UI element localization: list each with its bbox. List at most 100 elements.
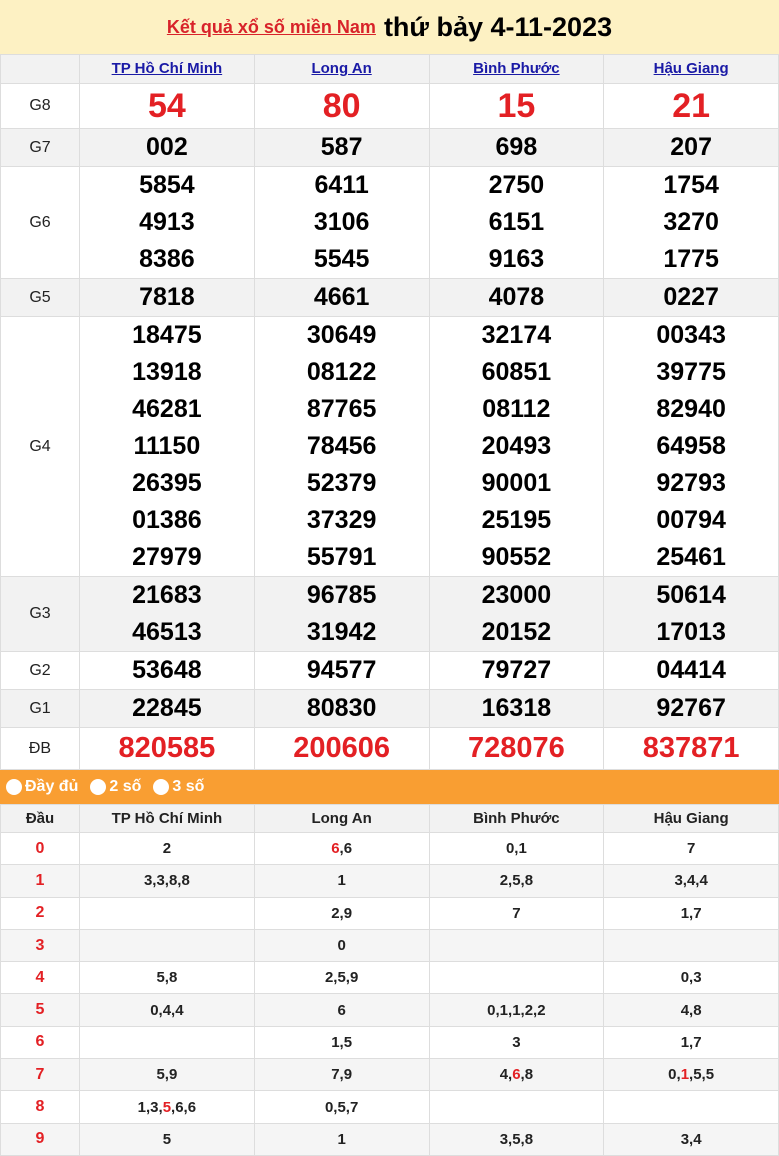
prize-number: 698	[495, 133, 538, 161]
loto-cell	[603, 1090, 779, 1124]
prize-cell: 54	[79, 83, 255, 129]
prize-row: ĐB 820585 200606 728076 837871	[0, 727, 779, 770]
loto-row: 4 5,8 2,5,9 0,3	[0, 961, 779, 995]
prize-cell: 79727	[428, 651, 605, 690]
prize-cell: 4078	[428, 278, 605, 317]
prize-number: 53648	[132, 656, 202, 684]
prize-number: 01386	[132, 506, 202, 534]
prize-label: G5	[0, 278, 80, 317]
loto-row: 5 0,4,4 6 0,1,1,2,2 4,8	[0, 993, 779, 1027]
results-link[interactable]: Kết quả xổ số miền Nam	[166, 16, 376, 37]
prize-cell: 21683 46513	[79, 576, 255, 652]
province-link[interactable]: TP Hồ Chí Minh	[111, 60, 223, 77]
prize-cell: 207	[603, 128, 779, 167]
loto-cell	[79, 896, 255, 930]
tail-digits: ,8	[520, 1066, 534, 1084]
head-column-label: Đầu	[0, 804, 80, 833]
prize-row: G3 21683 46513 96785 31942 23000 20152 50614 170…	[0, 576, 779, 652]
loto-province-header: TP Hồ Chí Minh	[79, 804, 255, 833]
prize-label: G1	[0, 689, 80, 728]
prize-number: 96785	[306, 581, 377, 609]
loto-cell: 6,6	[253, 831, 430, 866]
prize-row: G4 18475 13918 46281 11150 26395 01386 27979 306…	[0, 316, 779, 577]
loto-cell: 5,9	[79, 1058, 255, 1092]
prize-number: 31942	[306, 618, 377, 646]
prize-cell: 30649 08122 87765 78456 52379 37329 55791	[253, 316, 430, 577]
province-header: TP Hồ Chí Minh	[79, 54, 255, 84]
display-options-bar: Đầy đủ 2 số 3 số	[0, 770, 779, 804]
loto-cell: 4,6,8	[428, 1058, 605, 1092]
prize-number: 23000	[481, 581, 552, 609]
loto-cell: 2,5,8	[428, 864, 605, 898]
loto-province-header: Bình Phước	[428, 804, 605, 833]
province-link[interactable]: Hậu Giang	[653, 60, 729, 77]
prize-number: 90001	[481, 469, 552, 497]
radio-icon[interactable]	[153, 779, 170, 795]
prize-cell: 837871	[603, 727, 779, 770]
loto-cell	[428, 961, 605, 995]
loto-cell: 7	[428, 896, 605, 930]
loto-cell: 1,7	[603, 1025, 779, 1060]
prize-row: G6 5854 4913 8386 6411 3106 5545 2750 6151 9163 17…	[0, 166, 779, 279]
loto-cell: 0,4,4	[79, 993, 255, 1027]
prize-number: 94577	[306, 656, 377, 684]
prize-number: 0227	[663, 283, 719, 311]
prize-number: 13918	[132, 358, 202, 386]
province-link[interactable]: Long An	[311, 60, 372, 77]
prize-number: 64958	[656, 432, 726, 460]
prize-row: G8 54 80 15 21	[0, 83, 779, 129]
loto-cell: 4,8	[603, 993, 779, 1027]
prize-number: 820585	[118, 732, 216, 764]
loto-cell: 1	[253, 864, 430, 898]
option-3-digits[interactable]: 3 số	[153, 778, 204, 796]
head-digit: 8	[0, 1090, 80, 1124]
loto-cell: 5	[79, 1122, 255, 1156]
prize-cell: 16318	[428, 689, 605, 728]
prize-cell: 7818	[79, 278, 255, 317]
prize-number: 3270	[663, 208, 719, 236]
prize-number: 55791	[306, 543, 377, 571]
prize-number: 90552	[481, 543, 552, 571]
prize-number: 207	[670, 133, 712, 161]
loto-cell: 1,5	[253, 1025, 430, 1060]
prize-number: 5545	[313, 245, 370, 273]
radio-icon[interactable]	[6, 779, 22, 795]
tail-digits: 4,	[499, 1066, 513, 1084]
loto-row: 6 1,5 3 1,7	[0, 1025, 779, 1060]
prize-row: G2 53648 94577 79727 04414	[0, 651, 779, 690]
loto-cell: 1,7	[603, 896, 779, 930]
prize-number: 2750	[488, 171, 545, 199]
prize-cell: 80830	[253, 689, 430, 728]
loto-row: 2 2,9 7 1,7	[0, 896, 779, 930]
prize-cell: 728076	[428, 727, 605, 770]
loto-row: 1 3,3,8,8 1 2,5,8 3,4,4	[0, 864, 779, 898]
loto-row: 8 1,3,5,6,6 0,5,7	[0, 1090, 779, 1124]
province-link[interactable]: Bình Phước	[473, 60, 560, 77]
radio-icon[interactable]	[90, 779, 107, 795]
option-2-digits[interactable]: 2 số	[90, 778, 141, 796]
prize-label: G8	[0, 83, 80, 129]
prize-number: 11150	[133, 432, 201, 460]
head-digit: 3	[0, 928, 80, 963]
loto-cell: 1,3,5,6,6	[79, 1090, 255, 1124]
tail-digits: 1,3,	[137, 1098, 163, 1116]
loto-row: 9 5 1 3,5,8 3,4	[0, 1122, 779, 1156]
prize-row: G5 7818 4661 4078 0227	[0, 278, 779, 317]
prize-number: 837871	[642, 732, 740, 764]
option-full[interactable]: Đầy đủ	[6, 778, 78, 796]
province-header: Long An	[253, 54, 430, 84]
special-tail-digit: 5	[162, 1098, 172, 1116]
prize-number: 08122	[306, 358, 377, 386]
loto-cell: 3	[428, 1025, 605, 1060]
prize-number: 25461	[656, 543, 726, 571]
prize-number: 18475	[132, 321, 202, 349]
prize-row: G1 22845 80830 16318 92767	[0, 689, 779, 728]
prize-cell: 21	[603, 83, 779, 129]
draw-date: thứ bảy 4-11-2023	[383, 11, 613, 42]
prize-cell: 1754 3270 1775	[603, 166, 779, 279]
prize-label: ĐB	[0, 727, 80, 770]
prize-number: 37329	[306, 506, 377, 534]
prize-number: 16318	[481, 694, 552, 722]
prize-number: 7818	[139, 283, 195, 311]
prize-cell: 96785 31942	[253, 576, 430, 652]
